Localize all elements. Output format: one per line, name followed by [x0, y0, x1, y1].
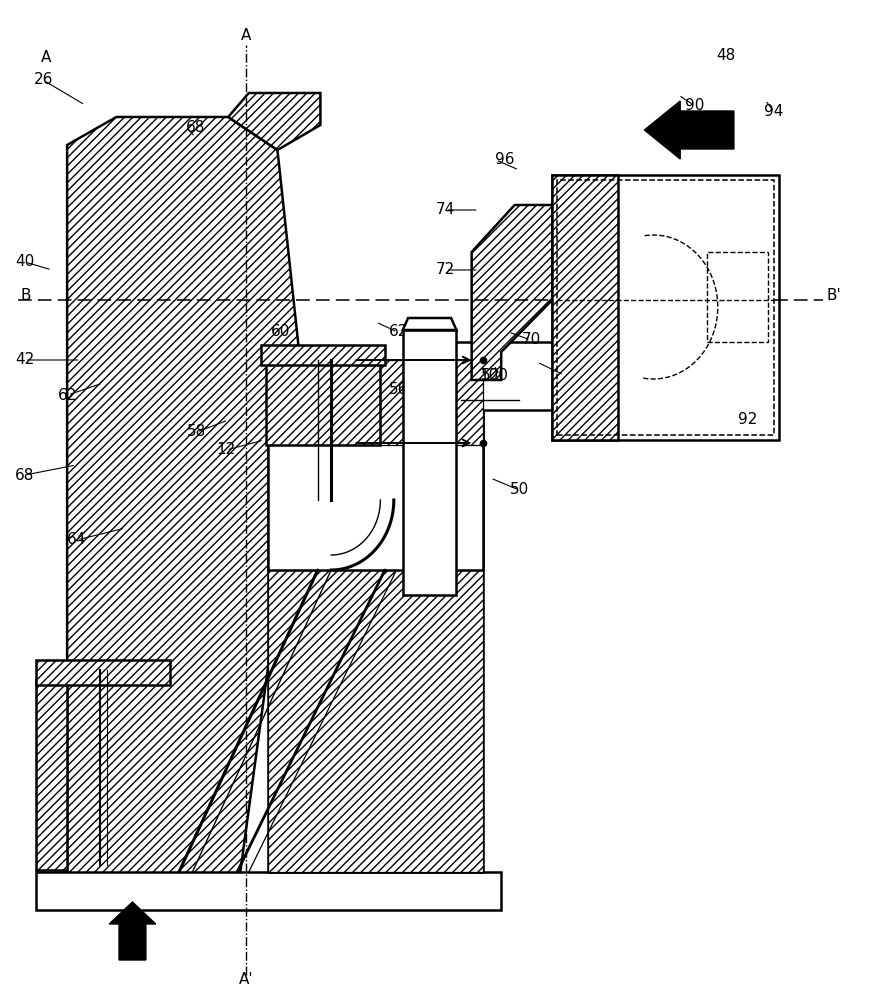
Bar — [425, 342, 554, 410]
Bar — [402, 330, 456, 595]
Text: 68: 68 — [185, 119, 205, 134]
Text: 62: 62 — [57, 387, 77, 402]
Text: 40: 40 — [14, 254, 34, 269]
Bar — [556, 180, 773, 435]
Text: 58: 58 — [186, 424, 206, 440]
Polygon shape — [266, 360, 380, 445]
Text: 70: 70 — [521, 332, 541, 348]
Text: 62: 62 — [388, 324, 408, 340]
Bar — [268, 412, 483, 872]
Text: 72: 72 — [434, 262, 454, 277]
Text: 12: 12 — [215, 442, 235, 458]
Text: 68: 68 — [14, 468, 34, 483]
Polygon shape — [228, 93, 320, 150]
Bar — [268, 412, 483, 570]
FancyArrow shape — [109, 902, 156, 960]
FancyArrow shape — [644, 101, 733, 159]
Polygon shape — [36, 680, 67, 870]
Polygon shape — [261, 345, 384, 365]
Text: 56: 56 — [388, 382, 408, 397]
Polygon shape — [402, 318, 456, 330]
Polygon shape — [268, 570, 483, 872]
Text: A: A — [240, 27, 251, 42]
Text: 74: 74 — [434, 202, 454, 218]
Text: 50: 50 — [510, 483, 529, 497]
Text: 42: 42 — [14, 353, 34, 367]
Bar — [552, 175, 778, 440]
Text: B: B — [21, 288, 31, 304]
Polygon shape — [380, 360, 483, 445]
Text: 96: 96 — [494, 152, 514, 167]
Text: 90: 90 — [684, 98, 704, 112]
Text: A': A' — [239, 972, 253, 988]
Text: B': B' — [825, 288, 839, 304]
Text: A: A — [41, 50, 52, 66]
Text: 52: 52 — [480, 368, 500, 383]
Text: 26: 26 — [34, 73, 54, 88]
Bar — [36, 872, 501, 910]
Polygon shape — [67, 117, 304, 895]
Text: 94: 94 — [763, 104, 782, 119]
Text: 48: 48 — [715, 47, 735, 62]
Polygon shape — [471, 205, 552, 380]
Text: 46: 46 — [554, 367, 574, 382]
Bar — [706, 252, 767, 342]
Text: 60: 60 — [271, 324, 291, 340]
Text: 64: 64 — [66, 532, 86, 548]
Text: 92: 92 — [738, 412, 757, 428]
Text: 100: 100 — [479, 367, 508, 382]
Polygon shape — [36, 660, 170, 685]
Polygon shape — [552, 175, 617, 440]
